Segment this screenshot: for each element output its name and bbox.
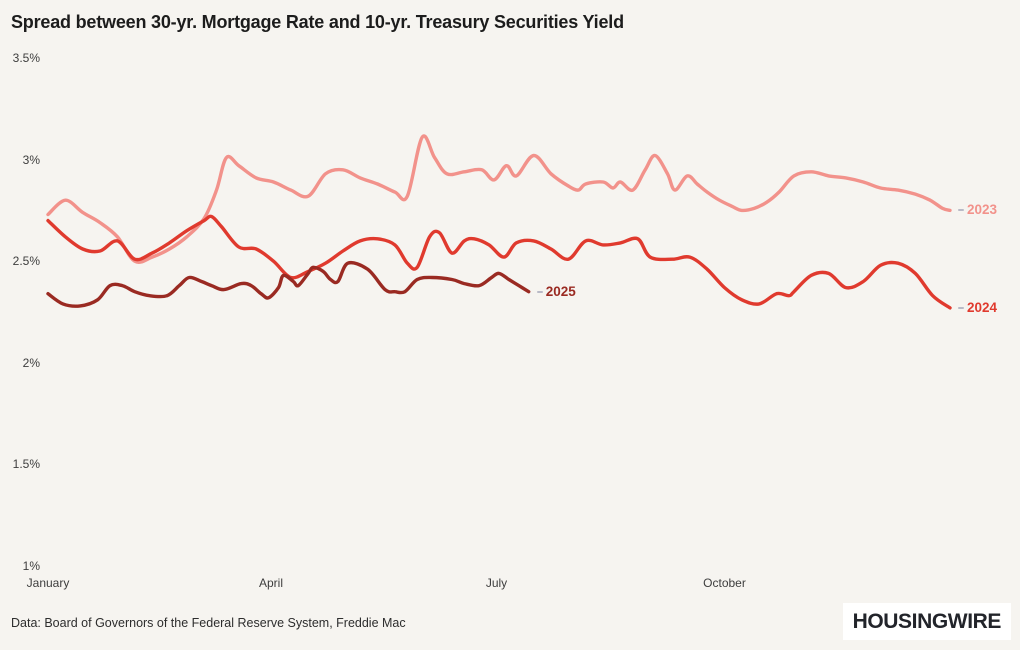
series-line-2025	[46, 260, 531, 308]
y-tick-label: 2%	[22, 355, 40, 370]
chart-title: Spread between 30-yr. Mortgage Rate and …	[11, 12, 624, 32]
series-end-label-2024: 2024	[967, 299, 998, 315]
y-tick-label: 1.5%	[12, 457, 40, 472]
x-tick-label: July	[485, 576, 508, 590]
y-tick-label: 3%	[22, 152, 40, 167]
y-tick-label: 3.5%	[12, 51, 40, 65]
series-end-label-2025: 2025	[545, 283, 576, 299]
y-tick-label: 2.5%	[12, 254, 40, 269]
housingwire-logo-text: HOUSINGWIRE	[852, 609, 1002, 633]
series-label-connector	[958, 209, 964, 212]
x-tick-label: October	[703, 576, 746, 590]
x-tick-label: January	[26, 576, 70, 590]
series-label-connector	[536, 290, 543, 293]
housingwire-logo: HOUSINGWIRE	[842, 603, 1011, 640]
y-tick-label: 1%	[22, 559, 40, 573]
series-label-connector	[958, 306, 964, 309]
source-note: Data: Board of Governors of the Federal …	[11, 616, 406, 630]
series-end-label-2023: 2023	[967, 202, 998, 218]
series-line-2023	[46, 134, 952, 264]
x-tick-label: April	[259, 576, 284, 590]
series-line-2024	[46, 214, 952, 310]
